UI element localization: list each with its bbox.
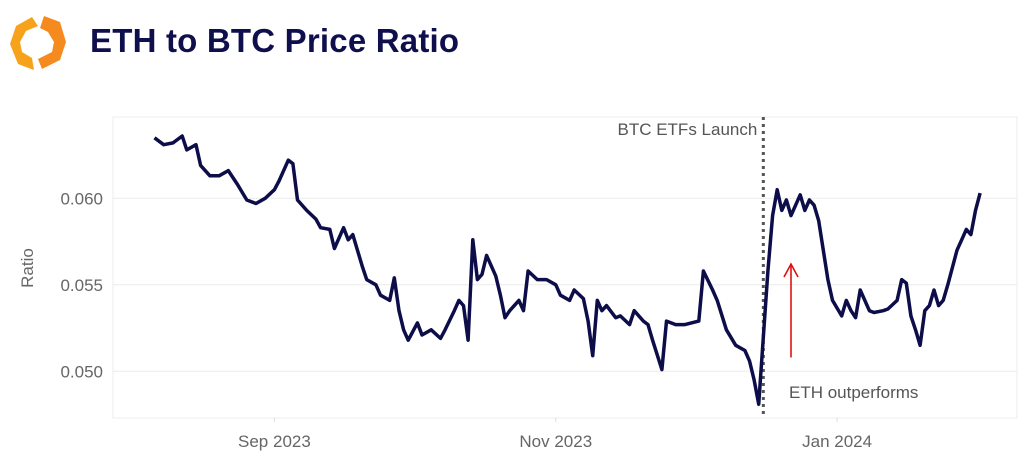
plot-area <box>112 116 1018 419</box>
logo-right-bracket <box>38 16 66 69</box>
x-tick-label: Jan 2024 <box>802 432 872 451</box>
brand-logo <box>10 16 66 70</box>
x-tick-label: Sep 2023 <box>238 432 311 451</box>
series-line-eth-btc <box>153 134 982 406</box>
y-tick-label: 0.055 <box>60 276 103 295</box>
y-tick-label: 0.050 <box>60 362 103 381</box>
x-axis: Sep 2023 Nov 2023 Jan 2024 <box>238 418 872 451</box>
arrow-head-icon <box>783 262 799 278</box>
etf-launch-label: BTC ETFs Launch <box>617 120 757 139</box>
eth-outperforms-label: ETH outperforms <box>789 383 918 402</box>
page-title: ETH to BTC Price Ratio <box>90 22 460 59</box>
y-axis-label: Ratio <box>18 248 37 288</box>
y-axis: 0.050 0.055 0.060 <box>60 189 103 381</box>
grid <box>113 197 1017 372</box>
y-tick-label: 0.060 <box>60 189 103 208</box>
x-tick-label: Nov 2023 <box>519 432 592 451</box>
logo-left-bracket <box>10 17 38 70</box>
